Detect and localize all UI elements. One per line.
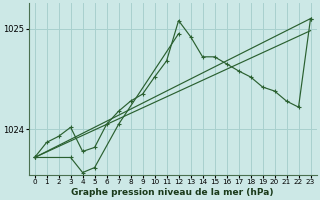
X-axis label: Graphe pression niveau de la mer (hPa): Graphe pression niveau de la mer (hPa)	[71, 188, 274, 197]
